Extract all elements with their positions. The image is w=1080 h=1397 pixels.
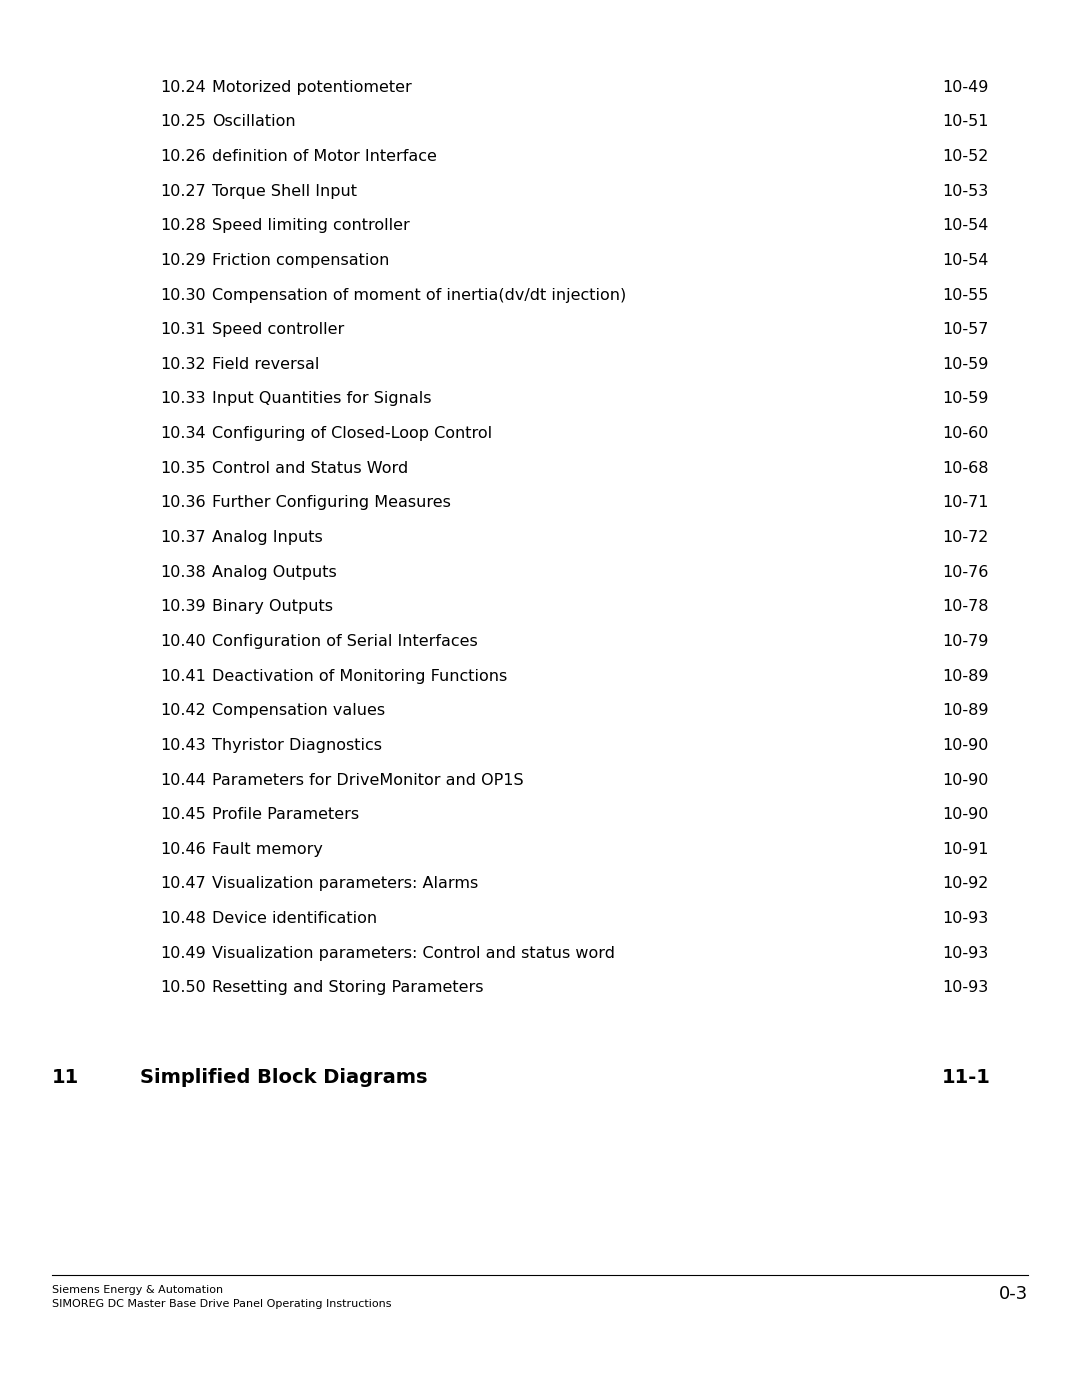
Text: Control and Status Word: Control and Status Word	[212, 461, 408, 476]
Text: 10.24: 10.24	[160, 80, 205, 95]
Text: Field reversal: Field reversal	[212, 356, 319, 372]
Text: 11-1: 11-1	[942, 1069, 990, 1087]
Text: 10.30: 10.30	[160, 288, 205, 303]
Text: 10-53: 10-53	[942, 183, 988, 198]
Text: 10.47: 10.47	[160, 876, 205, 891]
Text: Parameters for DriveMonitor and OP1S: Parameters for DriveMonitor and OP1S	[212, 773, 524, 788]
Text: Simplified Block Diagrams: Simplified Block Diagrams	[140, 1069, 428, 1087]
Text: 10.25: 10.25	[160, 115, 205, 130]
Text: 10-90: 10-90	[942, 807, 988, 823]
Text: 10-49: 10-49	[942, 80, 988, 95]
Text: 10.41: 10.41	[160, 669, 205, 683]
Text: 10-54: 10-54	[942, 218, 988, 233]
Text: 10-78: 10-78	[942, 599, 988, 615]
Text: Torque Shell Input: Torque Shell Input	[212, 183, 356, 198]
Text: 10-59: 10-59	[942, 356, 988, 372]
Text: 10.46: 10.46	[160, 842, 205, 856]
Text: 0-3: 0-3	[999, 1285, 1028, 1303]
Text: 10-52: 10-52	[942, 149, 988, 163]
Text: 10-79: 10-79	[942, 634, 988, 650]
Text: Configuration of Serial Interfaces: Configuration of Serial Interfaces	[212, 634, 477, 650]
Text: Device identification: Device identification	[212, 911, 377, 926]
Text: 10-71: 10-71	[942, 496, 988, 510]
Text: Deactivation of Monitoring Functions: Deactivation of Monitoring Functions	[212, 669, 507, 683]
Text: 10.27: 10.27	[160, 183, 205, 198]
Text: 10-89: 10-89	[942, 703, 988, 718]
Text: 10-89: 10-89	[942, 669, 988, 683]
Text: 10-60: 10-60	[942, 426, 988, 441]
Text: Speed controller: Speed controller	[212, 323, 343, 337]
Text: 10-68: 10-68	[942, 461, 988, 476]
Text: 10.50: 10.50	[160, 981, 205, 996]
Text: 10-91: 10-91	[942, 842, 988, 856]
Text: 10.31: 10.31	[160, 323, 205, 337]
Text: Siemens Energy & Automation: Siemens Energy & Automation	[52, 1285, 222, 1295]
Text: 10.32: 10.32	[160, 356, 205, 372]
Text: 10-55: 10-55	[942, 288, 988, 303]
Text: 10.42: 10.42	[160, 703, 205, 718]
Text: Compensation of moment of inertia(dv/dt injection): Compensation of moment of inertia(dv/dt …	[212, 288, 626, 303]
Text: 10-92: 10-92	[942, 876, 988, 891]
Text: 11: 11	[52, 1069, 79, 1087]
Text: Compensation values: Compensation values	[212, 703, 384, 718]
Text: Thyristor Diagnostics: Thyristor Diagnostics	[212, 738, 381, 753]
Text: 10-93: 10-93	[942, 946, 988, 961]
Text: 10-90: 10-90	[942, 738, 988, 753]
Text: SIMOREG DC Master Base Drive Panel Operating Instructions: SIMOREG DC Master Base Drive Panel Opera…	[52, 1299, 391, 1309]
Text: 10.26: 10.26	[160, 149, 205, 163]
Text: definition of Motor Interface: definition of Motor Interface	[212, 149, 436, 163]
Text: 10.28: 10.28	[160, 218, 205, 233]
Text: Profile Parameters: Profile Parameters	[212, 807, 359, 823]
Text: 10.44: 10.44	[160, 773, 205, 788]
Text: 10-72: 10-72	[942, 529, 988, 545]
Text: 10.35: 10.35	[160, 461, 205, 476]
Text: 10.49: 10.49	[160, 946, 205, 961]
Text: 10-54: 10-54	[942, 253, 988, 268]
Text: 10-57: 10-57	[942, 323, 988, 337]
Text: 10.39: 10.39	[160, 599, 205, 615]
Text: 10.48: 10.48	[160, 911, 205, 926]
Text: 10.45: 10.45	[160, 807, 205, 823]
Text: Further Configuring Measures: Further Configuring Measures	[212, 496, 450, 510]
Text: Input Quantities for Signals: Input Quantities for Signals	[212, 391, 431, 407]
Text: 10-90: 10-90	[942, 773, 988, 788]
Text: 10.40: 10.40	[160, 634, 205, 650]
Text: 10.29: 10.29	[160, 253, 205, 268]
Text: Analog Inputs: Analog Inputs	[212, 529, 323, 545]
Text: 10.43: 10.43	[160, 738, 205, 753]
Text: Speed limiting controller: Speed limiting controller	[212, 218, 409, 233]
Text: 10-93: 10-93	[942, 911, 988, 926]
Text: Visualization parameters: Control and status word: Visualization parameters: Control and st…	[212, 946, 615, 961]
Text: Friction compensation: Friction compensation	[212, 253, 389, 268]
Text: Motorized potentiometer: Motorized potentiometer	[212, 80, 411, 95]
Text: Configuring of Closed-Loop Control: Configuring of Closed-Loop Control	[212, 426, 491, 441]
Text: Binary Outputs: Binary Outputs	[212, 599, 333, 615]
Text: Visualization parameters: Alarms: Visualization parameters: Alarms	[212, 876, 478, 891]
Text: 10.36: 10.36	[160, 496, 205, 510]
Text: Oscillation: Oscillation	[212, 115, 295, 130]
Text: 10-93: 10-93	[942, 981, 988, 996]
Text: Analog Outputs: Analog Outputs	[212, 564, 337, 580]
Text: 10-51: 10-51	[942, 115, 988, 130]
Text: Fault memory: Fault memory	[212, 842, 323, 856]
Text: 10-59: 10-59	[942, 391, 988, 407]
Text: 10.33: 10.33	[160, 391, 205, 407]
Text: 10.37: 10.37	[160, 529, 205, 545]
Text: 10.38: 10.38	[160, 564, 205, 580]
Text: 10.34: 10.34	[160, 426, 205, 441]
Text: 10-76: 10-76	[942, 564, 988, 580]
Text: Resetting and Storing Parameters: Resetting and Storing Parameters	[212, 981, 483, 996]
